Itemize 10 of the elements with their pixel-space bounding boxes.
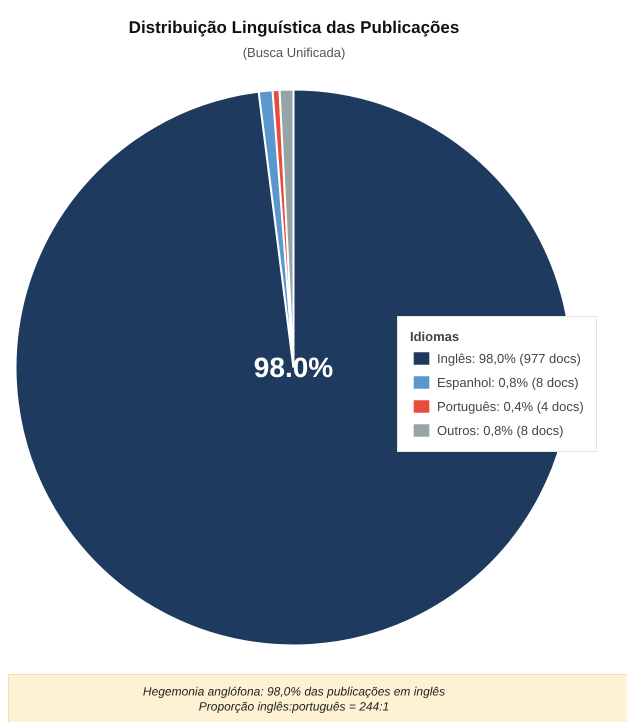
chart-subtitle: (Busca Unificada) (242, 45, 346, 60)
legend-title: Idiomas (410, 329, 460, 344)
legend-label: Inglês: 98,0% (977 docs) (437, 350, 581, 366)
legend-label: Espanhol: 0,8% (8 docs) (437, 374, 579, 390)
data-label: 98.0% (254, 352, 334, 383)
text: Proporção inglês:português = 244:1 (198, 700, 390, 714)
legend-label: Outros: 0,8% (8 docs) (437, 422, 564, 438)
chart-title: Distribuição Linguística das Publicações (128, 18, 460, 37)
legend-label: Português: 0,4% (4 docs) (437, 398, 584, 414)
text: Hegemonia anglófona: 98,0% das publicações em inglês (142, 684, 446, 698)
